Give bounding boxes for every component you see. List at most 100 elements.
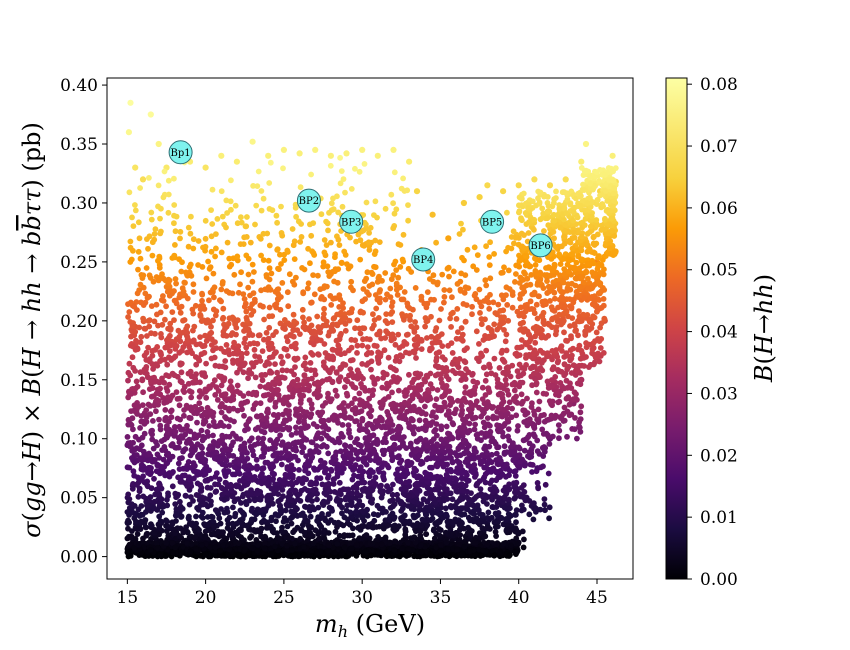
scatter-point	[486, 254, 493, 260]
scatter-point	[422, 437, 429, 443]
scatter-point	[411, 336, 418, 343]
scatter-point	[158, 228, 164, 235]
scatter-point	[223, 342, 230, 348]
scatter-point	[323, 242, 330, 249]
scatter-point	[554, 318, 561, 325]
scatter-point	[485, 509, 492, 516]
scatter-point	[517, 295, 523, 302]
scatter-point	[437, 527, 444, 533]
scatter-point	[145, 344, 152, 351]
scatter-point	[587, 174, 593, 181]
scatter-point	[437, 491, 443, 497]
scatter-point	[406, 158, 413, 165]
scatter-point	[263, 329, 270, 336]
scatter-point	[556, 251, 563, 258]
scatter-point	[336, 479, 343, 486]
scatter-point	[180, 387, 187, 394]
scatter-point	[551, 308, 558, 314]
scatter-point	[291, 371, 297, 378]
scatter-point	[273, 212, 280, 219]
scatter-point	[291, 281, 298, 288]
scatter-point	[230, 453, 237, 459]
scatter-point	[487, 239, 493, 246]
scatter-point	[260, 303, 266, 310]
scatter-point	[306, 387, 312, 394]
scatter-point	[378, 482, 384, 489]
scatter-point	[582, 140, 590, 148]
scatter-point	[159, 504, 166, 510]
scatter-point	[473, 328, 480, 335]
scatter-point	[513, 262, 520, 269]
scatter-point	[411, 404, 417, 411]
scatter-point	[539, 426, 546, 433]
scatter-point	[267, 397, 273, 403]
scatter-point	[423, 372, 430, 379]
scatter-point	[127, 238, 134, 245]
scatter-point	[574, 366, 581, 373]
scatter-point	[257, 383, 264, 390]
scatter-point	[361, 325, 368, 332]
scatter-point	[274, 369, 280, 376]
scatter-point	[130, 468, 137, 475]
scatter-point	[213, 384, 220, 390]
scatter-point	[423, 531, 430, 537]
scatter-point	[311, 291, 318, 298]
scatter-point	[406, 305, 413, 311]
scatter-point	[290, 529, 296, 536]
scatter-point	[330, 481, 337, 487]
scatter-point	[488, 514, 495, 521]
scatter-point	[477, 517, 483, 524]
scatter-point	[177, 235, 183, 242]
scatter-point	[520, 544, 527, 551]
scatter-point	[165, 450, 172, 457]
scatter-point	[464, 501, 471, 508]
scatter-point	[165, 209, 172, 216]
scatter-point	[165, 177, 172, 184]
scatter-point	[560, 410, 567, 417]
scatter-point	[237, 507, 244, 514]
scatter-point	[513, 529, 520, 535]
scatter-point	[277, 455, 284, 461]
scatter-point	[366, 403, 373, 410]
scatter-point	[379, 400, 386, 407]
scatter-point	[153, 390, 160, 397]
scatter-point	[163, 372, 170, 379]
scatter-point	[503, 347, 510, 354]
scatter-point	[371, 317, 378, 323]
scatter-point	[454, 281, 461, 287]
scatter-point	[340, 300, 346, 306]
scatter-point	[178, 360, 185, 367]
scatter-point	[262, 459, 269, 466]
scatter-point	[516, 208, 523, 215]
scatter-point	[449, 399, 456, 405]
scatter-point	[555, 422, 562, 428]
scatter-point	[541, 496, 548, 502]
scatter-point	[140, 493, 147, 500]
scatter-point	[263, 272, 270, 278]
scatter-point	[273, 438, 279, 445]
scatter-point	[315, 409, 321, 416]
scatter-point	[483, 282, 490, 289]
scatter-point	[452, 370, 459, 377]
scatter-point	[325, 530, 332, 536]
scatter-point	[418, 346, 425, 352]
scatter-point	[464, 246, 471, 253]
scatter-point	[531, 500, 537, 507]
scatter-point	[563, 337, 569, 344]
scatter-point	[190, 310, 197, 317]
scatter-point	[361, 278, 368, 284]
scatter-point	[315, 504, 322, 511]
scatter-point	[609, 152, 616, 159]
scatter-point	[314, 313, 321, 320]
scatter-point	[208, 329, 215, 336]
scatter-point	[462, 318, 469, 325]
scatter-point	[225, 423, 232, 430]
scatter-point	[153, 301, 160, 308]
scatter-point	[592, 338, 598, 344]
scatter-point	[534, 480, 541, 486]
scatter-point	[278, 461, 285, 468]
scatter-point	[266, 354, 273, 361]
scatter-point	[515, 182, 522, 189]
scatter-point	[289, 514, 296, 521]
scatter-point	[292, 340, 299, 347]
